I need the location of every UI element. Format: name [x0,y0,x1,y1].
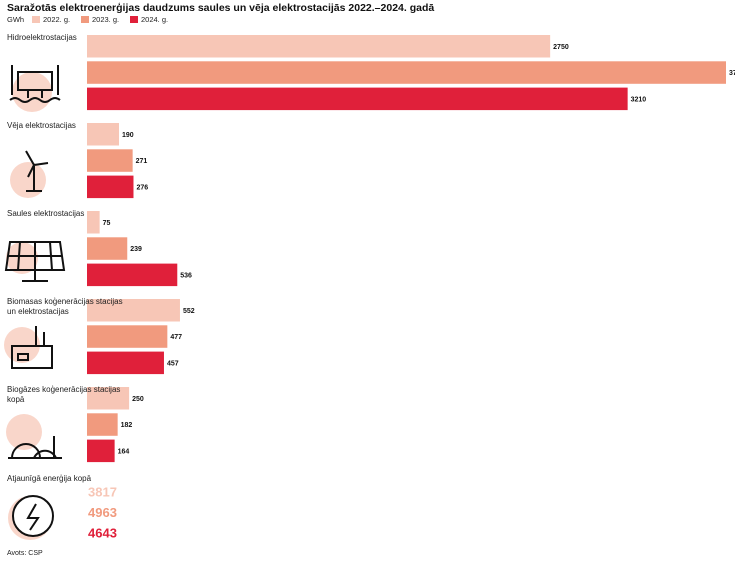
bar [87,87,628,111]
legend-swatch [32,16,40,23]
value-label: 271 [136,158,148,165]
value-label: 75 [103,220,111,227]
legend-label: 2024. g. [141,15,168,24]
unit-label: GWh [7,15,24,24]
bar [87,123,120,146]
bar [87,387,130,410]
bar [87,237,128,260]
icons [4,65,66,540]
bar [87,299,180,322]
bar [87,149,133,172]
value-label: 182 [121,422,133,429]
category-label: Biogāzes koģenerācijas stacijas kopā [7,385,121,404]
chart-title: Saražotās elektroenerģijas daudzums saul… [7,1,434,14]
value-label: 250 [132,396,144,403]
legend-label: 2023. g. [92,15,119,24]
bar [87,263,178,287]
bar [87,351,164,375]
total-value: 4963 [88,505,117,520]
category-label: Hidroelektrostacijas [7,33,77,42]
bar [87,35,551,58]
bar [87,413,118,436]
value-label: 276 [136,184,148,191]
legend-swatch [130,16,138,23]
total-value: 4643 [88,525,117,540]
bar [87,211,100,234]
legend-swatch [81,16,89,23]
value-label: 164 [118,448,130,455]
value-label: 239 [130,246,142,253]
bar [87,325,168,348]
category-label: Saules elektrostacijas [7,209,85,218]
value-label: 3794 [729,70,735,77]
category-label: Vēja elektrostacijas [7,121,76,130]
bar [87,439,115,463]
value-label: 477 [170,334,182,341]
value-label: 2750 [553,44,569,51]
total-label: Atjaunīgā enerģija kopā [7,474,92,483]
value-label: 552 [183,308,195,315]
value-label: 536 [180,272,192,279]
total-value: 3817 [88,484,117,499]
value-label: 3210 [631,96,647,103]
bar [87,175,134,199]
legend-label: 2022. g. [43,15,70,24]
value-label: 190 [122,132,134,139]
bar [87,61,726,84]
value-label: 457 [167,360,179,367]
category-label: Biomasas koģenerācijas stacijas un elekt… [7,297,123,316]
source: Avots: CSP [7,550,43,557]
